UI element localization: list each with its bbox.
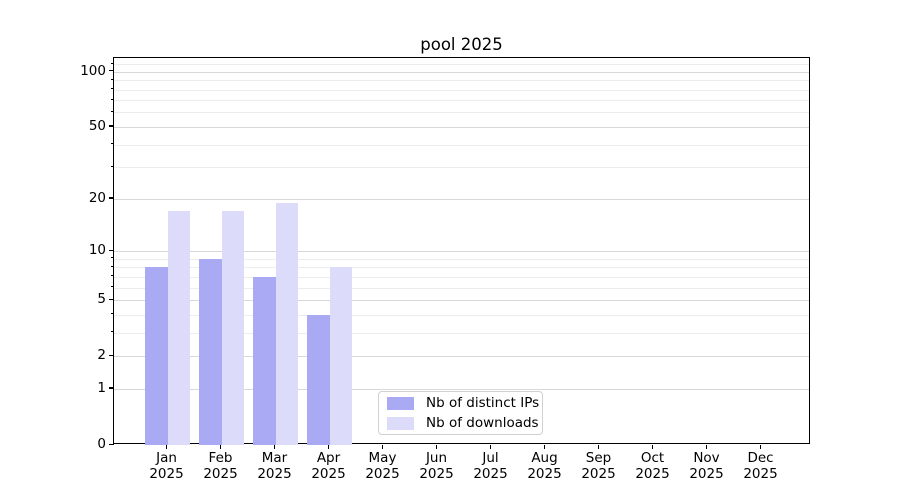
gridline-major (114, 300, 809, 302)
y-minor-tick-mark (111, 286, 114, 288)
legend-item-distinct-ips: Nb of distinct IPs (387, 395, 542, 411)
gridline-minor (114, 80, 809, 82)
bar-distinct-ips (307, 314, 330, 445)
gridline-minor (114, 144, 809, 146)
x-tick-mark (544, 444, 546, 449)
y-minor-tick-mark (111, 110, 114, 112)
plot-area (113, 57, 810, 445)
y-tick-label: 5 (97, 291, 106, 308)
y-tick-mark (108, 387, 114, 389)
x-tick-mark (166, 444, 168, 449)
bar-distinct-ips (253, 276, 276, 445)
bar-downloads (329, 267, 352, 445)
y-minor-tick-mark (111, 98, 114, 100)
x-tick-label: Aug 2025 (527, 450, 562, 482)
gridline-major (114, 356, 809, 358)
y-tick-mark (108, 249, 114, 251)
legend: Nb of distinct IPs Nb of downloads (378, 391, 543, 435)
gridline-minor (114, 258, 809, 260)
gridline-minor (114, 64, 809, 66)
gridline-minor (114, 314, 809, 316)
x-tick-label: Nov 2025 (689, 450, 724, 482)
x-tick-mark (328, 444, 330, 449)
gridline-minor (114, 100, 809, 102)
x-tick-label: Feb 2025 (203, 450, 238, 482)
y-minor-tick-mark (111, 62, 114, 64)
y-tick-label: 20 (88, 189, 106, 206)
legend-swatch-distinct-ips (387, 396, 414, 410)
x-tick-mark (760, 444, 762, 449)
y-minor-tick-mark (111, 78, 114, 80)
y-tick-mark (108, 125, 114, 127)
x-tick-mark (706, 444, 708, 449)
y-tick-label: 10 (88, 242, 106, 259)
gridline-major (114, 251, 809, 253)
gridline-minor (114, 89, 809, 91)
gridline-minor (114, 167, 809, 169)
y-minor-tick-mark (111, 88, 114, 90)
x-tick-label: Mar 2025 (257, 450, 292, 482)
x-tick-label: May 2025 (365, 450, 400, 482)
gridline-minor (114, 332, 809, 334)
legend-swatch-downloads (387, 416, 414, 430)
y-tick-mark (108, 298, 114, 300)
y-minor-tick-mark (111, 275, 114, 277)
y-tick-mark (108, 70, 114, 72)
bar-downloads (221, 211, 244, 445)
gridline-minor (114, 287, 809, 289)
legend-label: Nb of downloads (426, 415, 539, 431)
x-tick-label: Jan 2025 (149, 450, 184, 482)
x-tick-mark (274, 444, 276, 449)
x-tick-label: Jul 2025 (473, 450, 508, 482)
gridline-major (114, 198, 809, 200)
y-minor-tick-mark (111, 265, 114, 267)
y-minor-tick-mark (111, 331, 114, 333)
gridline-minor (114, 267, 809, 269)
gridline-major (114, 71, 809, 73)
bar-downloads (167, 211, 190, 445)
y-tick-label: 0 (97, 436, 106, 452)
y-tick-mark (108, 443, 114, 445)
x-tick-label: Sep 2025 (581, 450, 616, 482)
x-tick-mark (490, 444, 492, 449)
bar-distinct-ips (199, 258, 222, 445)
x-tick-mark (220, 444, 222, 449)
legend-item-downloads: Nb of downloads (387, 415, 542, 431)
x-tick-mark (436, 444, 438, 449)
bar-downloads (275, 202, 298, 445)
y-minor-tick-mark (111, 257, 114, 259)
legend-label: Nb of distinct IPs (426, 395, 540, 411)
y-tick-label: 2 (97, 347, 106, 364)
x-tick-label: Dec 2025 (743, 450, 778, 482)
gridline-minor (114, 112, 809, 114)
y-tick-mark (108, 197, 114, 199)
y-tick-mark (108, 354, 114, 356)
x-tick-label: Apr 2025 (311, 450, 346, 482)
gridline-major (114, 388, 809, 390)
bar-distinct-ips (145, 267, 168, 445)
gridline-minor (114, 276, 809, 278)
x-tick-mark (652, 444, 654, 449)
y-minor-tick-mark (111, 143, 114, 145)
x-tick-label: Jun 2025 (419, 450, 454, 482)
y-tick-label: 50 (88, 117, 106, 134)
x-tick-label: Oct 2025 (635, 450, 670, 482)
y-minor-tick-mark (111, 165, 114, 167)
chart-title: pool 2025 (420, 35, 503, 54)
y-tick-label: 100 (80, 62, 106, 79)
gridline-major (114, 126, 809, 128)
x-tick-mark (382, 444, 384, 449)
y-minor-tick-mark (111, 313, 114, 315)
x-tick-mark (598, 444, 600, 449)
y-tick-label: 1 (97, 379, 106, 396)
